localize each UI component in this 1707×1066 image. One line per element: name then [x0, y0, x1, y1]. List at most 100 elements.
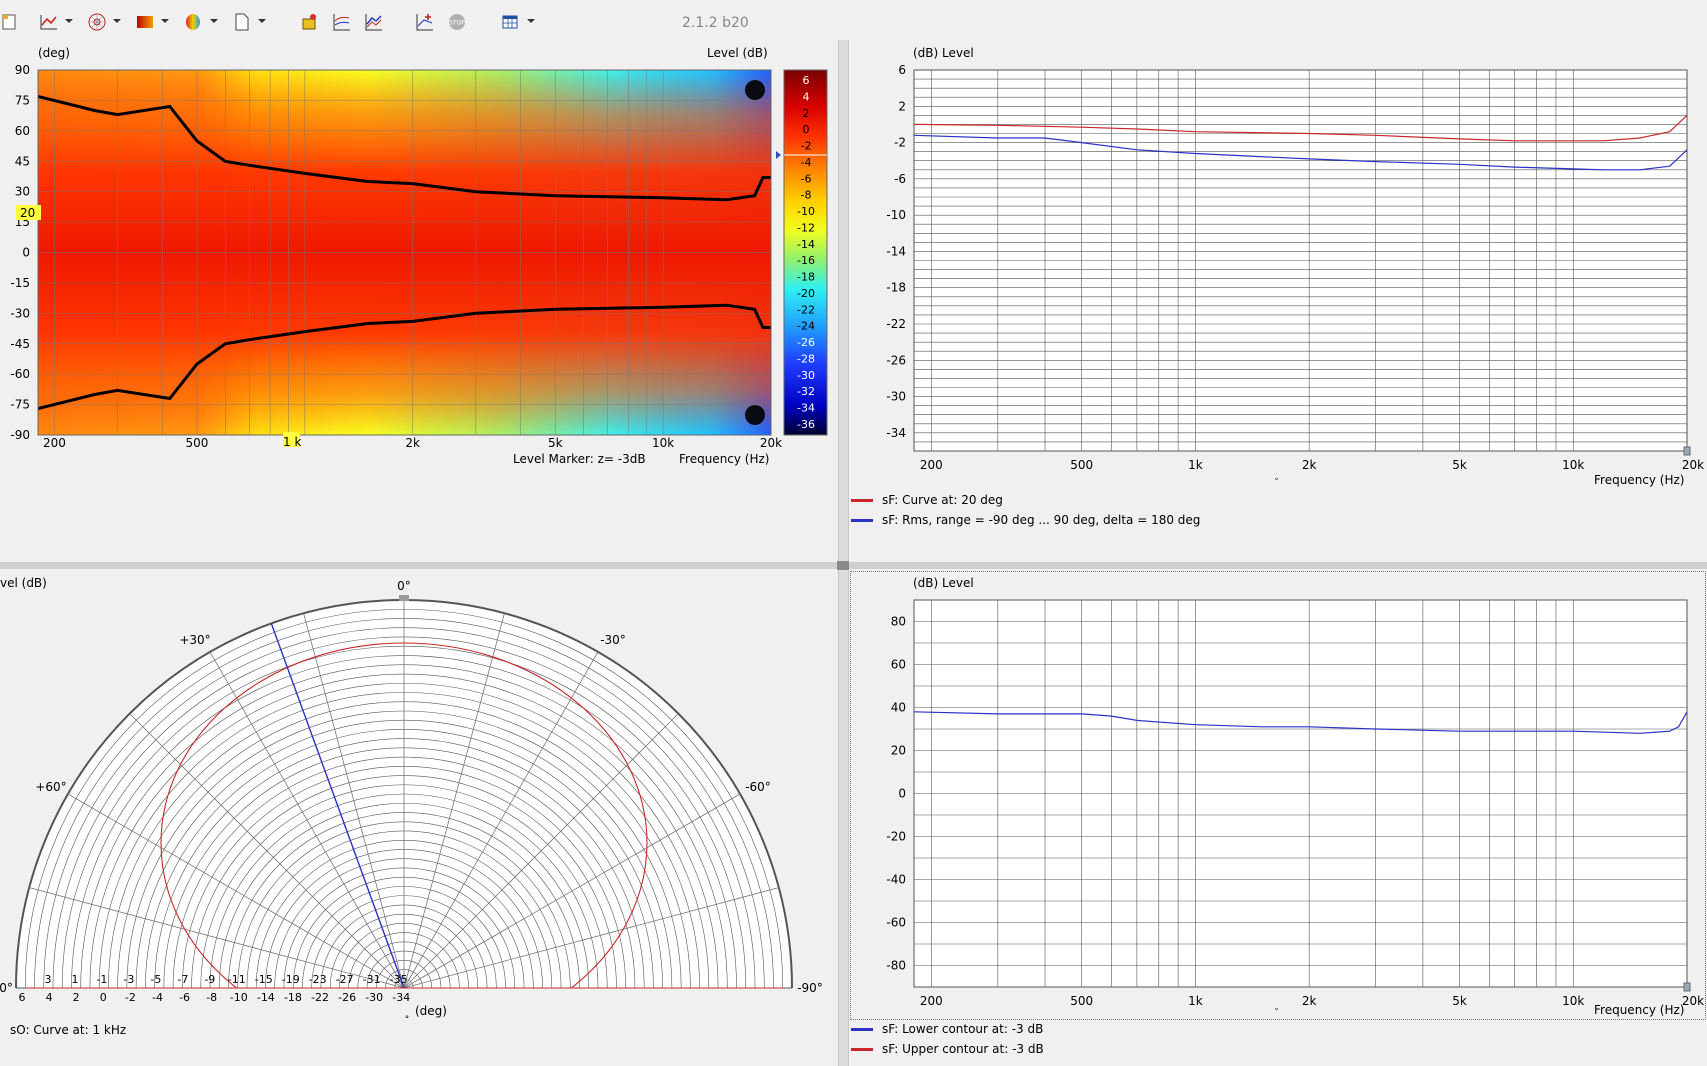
colorbar — [783, 69, 828, 436]
ring-label: -9 — [204, 973, 215, 986]
y-tick-label: -15 — [10, 276, 30, 290]
polar-icon[interactable] — [86, 11, 108, 33]
legend-item[interactable]: sF: Curve at: 20 deg — [851, 491, 1003, 509]
contour-line — [37, 303, 771, 411]
y-tick-label: -34 — [886, 426, 906, 440]
ring-label: -11 — [228, 973, 246, 986]
polar-curve-circle — [160, 642, 648, 988]
ring-label: -27 — [336, 973, 354, 986]
ring-label: -6 — [179, 991, 190, 1004]
y-tick-label: -26 — [886, 353, 906, 367]
y-tick-label: -60 — [10, 367, 30, 381]
vertical-splitter[interactable] — [838, 40, 849, 1066]
y-tick-label: 60 — [891, 658, 906, 672]
level-marker-text: Level Marker: z= -3dB — [513, 452, 646, 466]
polar-spoke — [403, 793, 741, 989]
chevron-down-icon[interactable] — [210, 19, 218, 23]
chart-compare-icon[interactable] — [363, 11, 385, 33]
colorbar-tick-label: -30 — [797, 369, 815, 382]
polar-spoke — [403, 887, 779, 989]
chevron-down-icon[interactable] — [65, 19, 73, 23]
legend-label: sF: Curve at: 20 deg — [882, 493, 1003, 507]
ring-label: -34 — [392, 991, 410, 1004]
y-tick-label: -20 — [886, 830, 906, 844]
svg-text:STOP: STOP — [449, 20, 465, 27]
angle-label: 0° — [397, 579, 411, 593]
legend-item[interactable]: sF: Rms, range = -90 deg ... 90 deg, del… — [851, 511, 1200, 529]
stop-icon[interactable]: STOP — [446, 11, 468, 33]
y-tick-label: 0 — [898, 787, 906, 801]
y-tick-label: -22 — [886, 317, 906, 331]
sonogram-y-unit: (deg) — [38, 46, 70, 60]
y-tick-label: -90 — [10, 428, 30, 442]
chart-sweep-icon[interactable] — [331, 11, 353, 33]
y-tick-label: 20 — [891, 744, 906, 758]
chevron-down-icon[interactable] — [527, 19, 535, 23]
x-tick-label: 20k — [760, 436, 782, 450]
polar-y-label: vel (dB) — [0, 576, 47, 590]
ring-label: -18 — [284, 991, 302, 1004]
colorbar-tick-label: 6 — [803, 74, 810, 87]
chevron-down-icon[interactable] — [258, 19, 266, 23]
ring-label: -7 — [177, 973, 188, 986]
polar-spoke — [403, 613, 505, 989]
x-tick-label: 500 — [1070, 458, 1093, 472]
legend-swatch-red — [851, 1047, 873, 1051]
polar-spoke — [403, 713, 679, 989]
series-line — [913, 711, 1688, 734]
angle-label: +60° — [35, 780, 66, 794]
x-tick-label: 500 — [1070, 994, 1093, 1008]
balloon-icon[interactable] — [182, 11, 204, 33]
polar-axis-unit: (deg) — [415, 1004, 447, 1018]
colorbar-tick-label: -14 — [797, 238, 815, 251]
small-marker: ˘ — [1274, 1008, 1279, 1019]
y-tick-label: 90 — [15, 63, 30, 77]
ring-label: -26 — [338, 991, 356, 1004]
y-tick-label: 0 — [22, 246, 30, 260]
response-bottom-x-label: Frequency (Hz) — [1594, 1003, 1685, 1017]
response-top-chart[interactable]: 6 2 -2 -6 -10 -14 -18 -22 -26 -30 -34 200 500 1k 2k 5k 1… — [848, 40, 1707, 560]
legend-label: sF: Upper contour at: -3 dB — [882, 1042, 1044, 1056]
line-chart-icon[interactable] — [38, 11, 60, 33]
response-top-x-label: Frequency (Hz) — [1594, 473, 1685, 487]
colorbar-tick-label: -10 — [797, 205, 815, 218]
ring-label: -3 — [123, 973, 134, 986]
page-icon[interactable] — [231, 11, 253, 33]
x-tick-label: 200 — [920, 994, 943, 1008]
grid-window-icon[interactable] — [499, 11, 521, 33]
angle-marker-badge[interactable] — [16, 205, 41, 220]
chevron-down-icon[interactable] — [113, 19, 121, 23]
legend-item[interactable]: sF: Lower contour at: -3 dB — [851, 1020, 1043, 1038]
x-tick-label: 200 — [920, 458, 943, 472]
colorbar-tick-label: 4 — [803, 90, 810, 103]
y-tick-label: 45 — [15, 154, 30, 168]
y-tick-label: 80 — [891, 615, 906, 629]
y-tick-label: -40 — [886, 873, 906, 887]
x-tick-label: 2k — [1302, 458, 1317, 472]
sonogram-icon[interactable] — [134, 11, 156, 33]
colorbar-marker-arrow[interactable] — [776, 151, 781, 159]
cue-icon[interactable] — [299, 11, 321, 33]
y-tick-label: -80 — [886, 959, 906, 973]
colorbar-tick-label: 0 — [803, 123, 810, 136]
polar-spoke — [67, 793, 405, 989]
chart-add-icon[interactable] — [414, 11, 436, 33]
angle-label: -90° — [797, 981, 823, 995]
legend-item[interactable]: sF: Upper contour at: -3 dB — [851, 1040, 1044, 1058]
polar-chart[interactable]: 0°+30° -30°+60° -60°0° -90°3 1 -1 -3 -5 -7 -9 -11-… — [0, 570, 838, 1066]
response-bottom-y-label: (dB) Level — [913, 576, 974, 590]
document-icon[interactable] — [0, 11, 22, 33]
colorbar-tick-label: -16 — [797, 254, 815, 267]
splitter-grip[interactable] — [837, 561, 849, 570]
small-marker: ˚ — [405, 1015, 410, 1027]
legend-label: sF: Rms, range = -90 deg ... 90 deg, del… — [882, 513, 1201, 527]
colorbar-tick-label: -24 — [797, 320, 815, 333]
freq-marker-badge[interactable] — [283, 432, 300, 447]
polar-spoke — [29, 887, 405, 989]
chevron-down-icon[interactable] — [161, 19, 169, 23]
polar-angle-marker — [270, 623, 405, 989]
horizontal-splitter[interactable] — [0, 562, 1707, 569]
focus-frame — [850, 571, 1706, 1020]
